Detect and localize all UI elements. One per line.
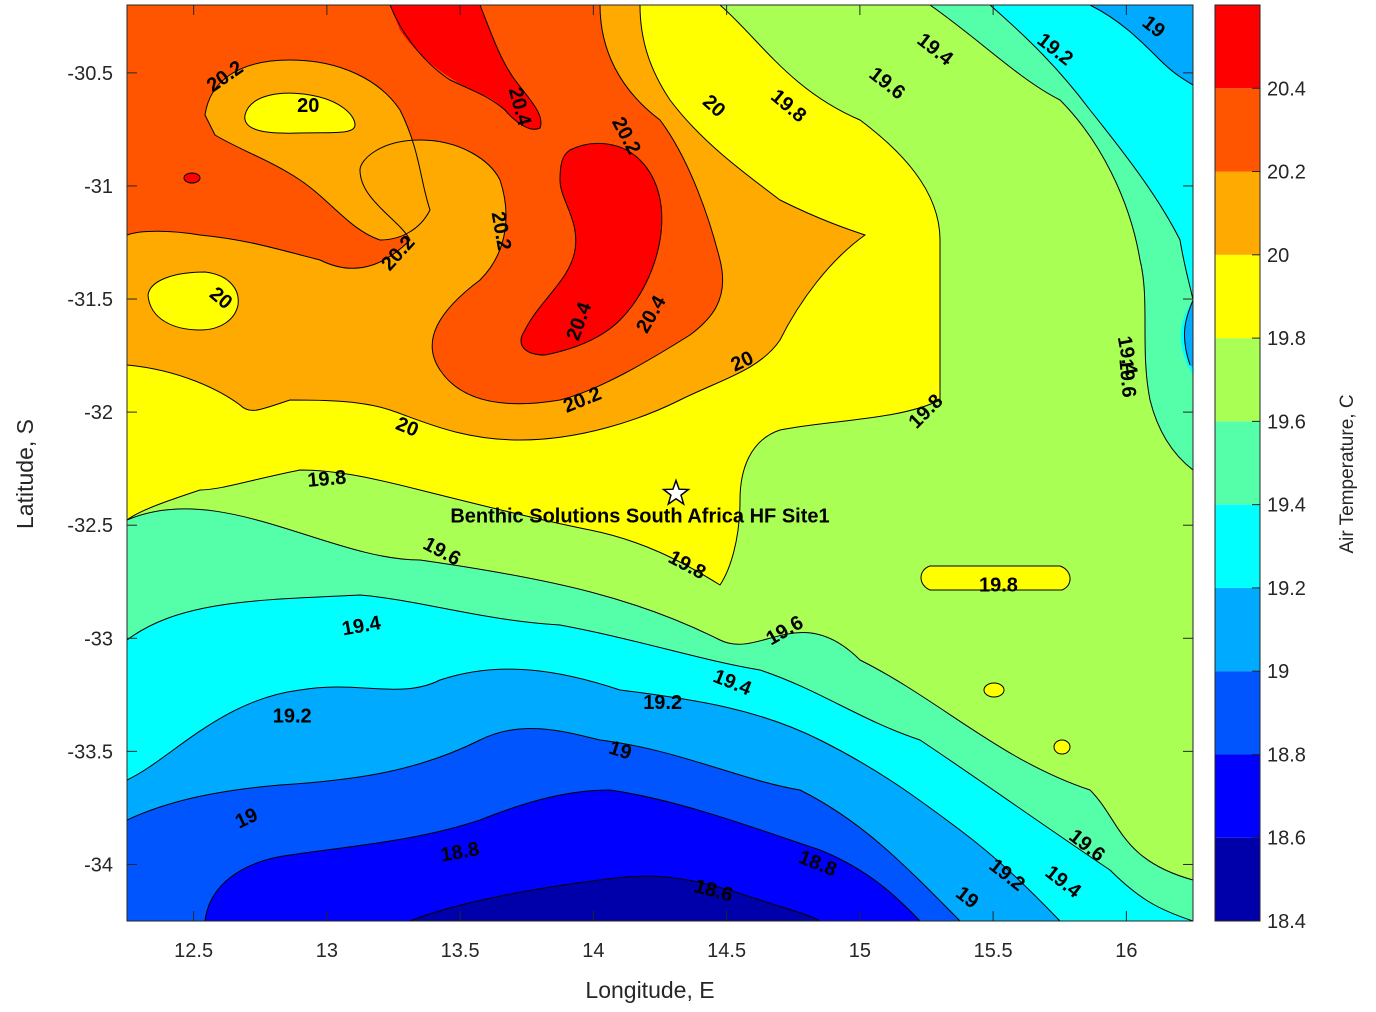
band-19-0-east	[1090, 5, 1193, 85]
isoline	[204, 789, 921, 921]
x-tick-label: 14.5	[707, 940, 746, 962]
y-tick-label: -31.5	[67, 289, 113, 311]
contour-label: 19.2	[643, 692, 682, 714]
contour-label: 19.2	[273, 706, 312, 728]
band-19-8-island-e	[921, 566, 1071, 590]
colorbar-segment	[1215, 754, 1260, 838]
colorbar-segment	[1215, 504, 1260, 588]
colorbar-segment	[1215, 421, 1260, 505]
isoline	[127, 5, 867, 441]
colorbar-tick-label: 19.8	[1267, 328, 1306, 350]
x-axis-title: Longitude, E	[585, 977, 714, 1003]
isoline	[409, 875, 821, 921]
contour-label: 19.8	[306, 467, 347, 492]
isoline	[127, 5, 941, 586]
isoline	[1089, 5, 1193, 86]
band-20-4-core	[521, 143, 662, 355]
isoline	[127, 5, 724, 405]
contour-fill-bands	[127, 5, 1193, 921]
isoline	[989, 5, 1193, 301]
band-20-4-north	[390, 5, 541, 130]
contour-label: 20	[297, 95, 319, 117]
colorbar-tick-label: 19.4	[1267, 495, 1306, 517]
colorbar-tick-label: 19.6	[1267, 411, 1306, 433]
band-18-6-south	[205, 790, 920, 921]
y-axis-title: Latitude, S	[12, 419, 38, 529]
isoline	[929, 5, 1193, 471]
y-tick-label: -31	[84, 176, 113, 198]
band-19-8-dot-1	[984, 683, 1004, 697]
x-axis: 12.5 13 13.5 14 14.5 15 15.5 16	[174, 5, 1138, 962]
colorbar-segment	[1215, 88, 1260, 172]
colorbar: 18.4 18.6 18.8 19 19.2 19.4 19.6 19.8 20 20.2 20.4	[1214, 4, 1306, 933]
plot-frame	[126, 4, 1194, 922]
isoline	[920, 565, 1071, 591]
colorbar-tick-label: 19.2	[1267, 578, 1306, 600]
band-19-8-bubble-nw-2	[244, 93, 355, 134]
y-tick-label: -33	[84, 628, 113, 650]
isoline	[147, 271, 239, 331]
isoline	[1053, 739, 1071, 755]
colorbar-tick-label: 18.4	[1267, 911, 1306, 933]
isoline	[183, 172, 201, 184]
colorbar-segment	[1215, 5, 1260, 89]
y-tick-label: -30.5	[67, 63, 113, 85]
isoline	[127, 508, 1193, 881]
contour-lines	[127, 5, 1193, 921]
isoline	[244, 92, 356, 134]
colorbar-segment	[1215, 254, 1260, 339]
isoline	[1184, 299, 1193, 366]
colorbar-title: Air Temperature, C	[1337, 394, 1358, 553]
site-label: Benthic Solutions South Africa HF Site1	[450, 506, 829, 528]
x-tick-label: 14	[582, 940, 604, 962]
colorbar-segment	[1215, 837, 1260, 921]
y-tick-label: -33.5	[67, 741, 113, 763]
y-tick-label: -34	[84, 854, 113, 876]
band-19-8-dot-2	[1054, 740, 1070, 754]
x-tick-label: 16	[1115, 940, 1137, 962]
isoline	[389, 5, 542, 130]
contour-label: 19.8	[979, 575, 1018, 597]
band-20-4-dot	[184, 173, 200, 183]
y-tick-label: -32	[84, 402, 113, 424]
x-tick-label: 15.5	[974, 940, 1013, 962]
colorbar-segment	[1215, 338, 1260, 422]
colorbar-tick-label: 20	[1267, 245, 1289, 267]
colorbar-frame	[1214, 4, 1261, 922]
contour-label: 19.6	[1114, 358, 1139, 399]
x-tick-label: 15	[849, 940, 871, 962]
y-axis: -30.5 -31 -31.5 -32 -32.5 -33 -33.5 -34	[67, 63, 1193, 876]
isoline	[127, 668, 1061, 921]
band-19-8-bubble-w	[148, 272, 239, 330]
colorbar-segment	[1215, 171, 1260, 255]
isoline	[127, 594, 1193, 921]
colorbar-tick-label: 20.4	[1267, 78, 1306, 100]
x-tick-label: 13.5	[441, 940, 480, 962]
y-tick-label: -32.5	[67, 515, 113, 537]
colorbar-segment	[1215, 587, 1260, 672]
colorbar-tick-label: 20.2	[1267, 162, 1306, 184]
site-marker: Benthic Solutions South Africa HF Site1	[450, 478, 830, 528]
isoline	[520, 142, 663, 356]
x-tick-label: 13	[316, 940, 338, 962]
site-star-icon	[661, 478, 691, 506]
colorbar-tick-label: 18.8	[1267, 744, 1306, 766]
x-tick-label: 12.5	[174, 940, 213, 962]
colorbar-tick-label: 18.6	[1267, 828, 1306, 850]
colorbar-segment	[1215, 671, 1260, 755]
isoline	[127, 727, 961, 921]
isoline	[204, 59, 431, 241]
isoline	[983, 682, 1005, 698]
colorbar-tick-label: 19	[1267, 661, 1289, 683]
band-19-2-east	[990, 5, 1193, 300]
